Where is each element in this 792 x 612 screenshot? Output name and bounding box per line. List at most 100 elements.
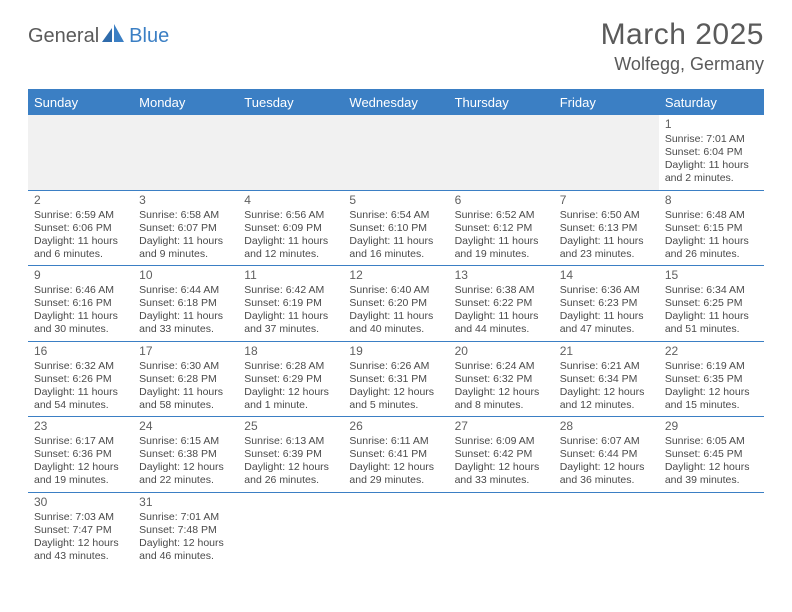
day-d2: and 16 minutes. [349,248,444,261]
day-cell: 20Sunrise: 6:24 AMSunset: 6:32 PMDayligh… [449,342,554,417]
day-d1: Daylight: 12 hours [455,386,550,399]
day-sr: Sunrise: 6:17 AM [34,435,129,448]
day-number: 5 [349,193,444,208]
day-number: 10 [139,268,234,283]
empty-cell [554,493,659,568]
day-d2: and 33 minutes. [139,323,234,336]
day-number: 9 [34,268,129,283]
day-number: 20 [455,344,550,359]
day-d2: and 8 minutes. [455,399,550,412]
day-number: 15 [665,268,760,283]
day-ss: Sunset: 6:15 PM [665,222,760,235]
empty-cell [659,493,764,568]
day-cell: 29Sunrise: 6:05 AMSunset: 6:45 PMDayligh… [659,417,764,492]
day-cell: 16Sunrise: 6:32 AMSunset: 6:26 PMDayligh… [28,342,133,417]
day-sr: Sunrise: 6:50 AM [560,209,655,222]
weekday-wednesday: Wednesday [343,91,448,115]
day-number: 24 [139,419,234,434]
day-number: 2 [34,193,129,208]
day-number: 26 [349,419,444,434]
day-sr: Sunrise: 6:32 AM [34,360,129,373]
day-d1: Daylight: 11 hours [34,235,129,248]
day-ss: Sunset: 6:29 PM [244,373,339,386]
day-sr: Sunrise: 6:54 AM [349,209,444,222]
day-d2: and 22 minutes. [139,474,234,487]
day-sr: Sunrise: 6:30 AM [139,360,234,373]
day-d1: Daylight: 12 hours [560,461,655,474]
day-d2: and 54 minutes. [34,399,129,412]
day-d1: Daylight: 12 hours [455,461,550,474]
day-sr: Sunrise: 6:58 AM [139,209,234,222]
month-title: March 2025 [601,18,764,52]
day-sr: Sunrise: 6:09 AM [455,435,550,448]
day-d2: and 40 minutes. [349,323,444,336]
day-cell: 7Sunrise: 6:50 AMSunset: 6:13 PMDaylight… [554,191,659,266]
day-d1: Daylight: 11 hours [560,310,655,323]
weekday-saturday: Saturday [659,91,764,115]
day-number: 21 [560,344,655,359]
day-number: 11 [244,268,339,283]
day-ss: Sunset: 6:36 PM [34,448,129,461]
day-ss: Sunset: 6:10 PM [349,222,444,235]
day-ss: Sunset: 7:47 PM [34,524,129,537]
day-d2: and 44 minutes. [455,323,550,336]
day-ss: Sunset: 6:26 PM [34,373,129,386]
day-d2: and 26 minutes. [665,248,760,261]
day-d2: and 23 minutes. [560,248,655,261]
weeks-container: 1Sunrise: 7:01 AMSunset: 6:04 PMDaylight… [28,115,764,567]
day-cell: 23Sunrise: 6:17 AMSunset: 6:36 PMDayligh… [28,417,133,492]
week-row: 30Sunrise: 7:03 AMSunset: 7:47 PMDayligh… [28,493,764,568]
day-sr: Sunrise: 6:46 AM [34,284,129,297]
day-sr: Sunrise: 6:07 AM [560,435,655,448]
day-cell: 3Sunrise: 6:58 AMSunset: 6:07 PMDaylight… [133,191,238,266]
day-d1: Daylight: 12 hours [139,461,234,474]
day-cell: 24Sunrise: 6:15 AMSunset: 6:38 PMDayligh… [133,417,238,492]
empty-cell [449,493,554,568]
title-block: March 2025 Wolfegg, Germany [601,18,764,75]
day-number: 18 [244,344,339,359]
day-ss: Sunset: 6:04 PM [665,146,760,159]
day-d2: and 12 minutes. [244,248,339,261]
day-d1: Daylight: 11 hours [34,386,129,399]
day-sr: Sunrise: 6:11 AM [349,435,444,448]
day-ss: Sunset: 6:07 PM [139,222,234,235]
day-cell: 30Sunrise: 7:03 AMSunset: 7:47 PMDayligh… [28,493,133,568]
day-d2: and 47 minutes. [560,323,655,336]
week-row: 9Sunrise: 6:46 AMSunset: 6:16 PMDaylight… [28,266,764,342]
day-cell: 18Sunrise: 6:28 AMSunset: 6:29 PMDayligh… [238,342,343,417]
day-cell: 9Sunrise: 6:46 AMSunset: 6:16 PMDaylight… [28,266,133,341]
day-number: 13 [455,268,550,283]
day-d1: Daylight: 11 hours [665,159,760,172]
day-number: 1 [665,117,760,132]
day-d1: Daylight: 11 hours [665,310,760,323]
day-d1: Daylight: 11 hours [560,235,655,248]
day-ss: Sunset: 6:12 PM [455,222,550,235]
day-d2: and 58 minutes. [139,399,234,412]
day-number: 25 [244,419,339,434]
day-d1: Daylight: 11 hours [139,235,234,248]
week-row: 2Sunrise: 6:59 AMSunset: 6:06 PMDaylight… [28,191,764,267]
day-d2: and 19 minutes. [34,474,129,487]
day-number: 23 [34,419,129,434]
empty-cell [133,115,238,190]
day-sr: Sunrise: 6:48 AM [665,209,760,222]
day-number: 22 [665,344,760,359]
day-number: 27 [455,419,550,434]
day-d1: Daylight: 12 hours [34,461,129,474]
day-sr: Sunrise: 6:26 AM [349,360,444,373]
day-ss: Sunset: 6:28 PM [139,373,234,386]
day-ss: Sunset: 6:32 PM [455,373,550,386]
day-d2: and 33 minutes. [455,474,550,487]
day-cell: 13Sunrise: 6:38 AMSunset: 6:22 PMDayligh… [449,266,554,341]
day-cell: 17Sunrise: 6:30 AMSunset: 6:28 PMDayligh… [133,342,238,417]
day-d1: Daylight: 11 hours [244,310,339,323]
day-cell: 26Sunrise: 6:11 AMSunset: 6:41 PMDayligh… [343,417,448,492]
day-ss: Sunset: 6:41 PM [349,448,444,461]
day-cell: 31Sunrise: 7:01 AMSunset: 7:48 PMDayligh… [133,493,238,568]
weekday-header-row: SundayMondayTuesdayWednesdayThursdayFrid… [28,91,764,115]
empty-cell [343,493,448,568]
day-sr: Sunrise: 6:52 AM [455,209,550,222]
day-ss: Sunset: 6:09 PM [244,222,339,235]
day-number: 3 [139,193,234,208]
day-sr: Sunrise: 6:36 AM [560,284,655,297]
